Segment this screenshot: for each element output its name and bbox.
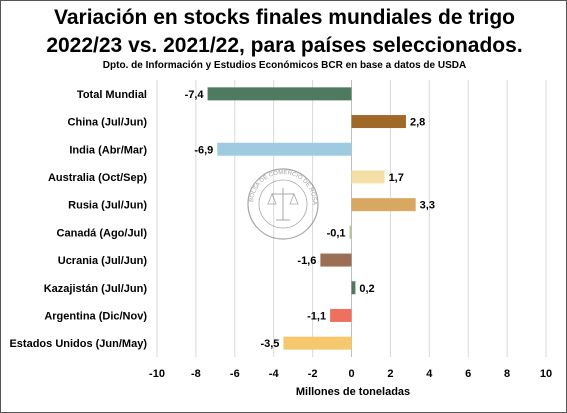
- category-label: Kazajistán (Jul/Jun): [44, 283, 148, 295]
- bcr-seal-logo: BOLSA DE COMERCIO DE ROSARIO: [0, 0, 319, 240]
- category-labels: Total Mundial China (Jul/Jun) India (Abr/M…: [9, 89, 147, 350]
- category-label: Canadá (Ago/Jul): [57, 227, 148, 239]
- category-label: Total Mundial: [77, 89, 147, 101]
- bar: [351, 115, 406, 129]
- data-label: 0,2: [359, 283, 374, 295]
- data-label: -7,4: [185, 89, 205, 101]
- category-label: China (Jul/Jun): [68, 117, 148, 129]
- bar: [351, 198, 416, 212]
- data-label: -3,5: [260, 338, 279, 350]
- data-label: -0,1: [327, 227, 346, 239]
- category-label: Estados Unidos (Jun/May): [9, 338, 147, 350]
- bar: [349, 225, 352, 239]
- data-label: -1,6: [297, 255, 316, 267]
- category-label: India (Abr/Mar): [69, 144, 147, 156]
- bar: [320, 253, 352, 267]
- x-tick-label: 4: [426, 368, 433, 380]
- bar: [351, 170, 385, 184]
- category-label: Argentina (Dic/Nov): [44, 310, 147, 322]
- data-label: 1,7: [389, 172, 404, 184]
- category-label: Rusia (Jul/Jun): [68, 200, 147, 212]
- x-tick-label: -8: [191, 368, 201, 380]
- x-tick-label: -10: [149, 368, 165, 380]
- bar: [207, 87, 352, 101]
- category-label: Australia (Oct/Sep): [48, 172, 147, 184]
- bar: [217, 142, 352, 156]
- bar: [351, 281, 356, 295]
- x-tick-label: -6: [230, 368, 240, 380]
- x-tick-label: -2: [308, 368, 318, 380]
- x-tick-label: 10: [540, 368, 552, 380]
- data-label: 3,3: [420, 200, 435, 212]
- x-tick-label: 0: [348, 368, 354, 380]
- chart-title-line-2: 2022/23 vs. 2021/22, para países selecci…: [46, 34, 523, 57]
- category-label: Ucrania (Jul/Jun): [58, 255, 148, 267]
- x-tick-label: 2: [387, 368, 393, 380]
- x-axis-title: Millones de toneladas: [296, 386, 410, 398]
- bar: [330, 308, 352, 322]
- x-tick-label: -4: [269, 368, 280, 380]
- chart-subtitle: Dpto. de Información y Estudios Económic…: [102, 60, 467, 71]
- data-label: -1,1: [307, 310, 326, 322]
- x-axis-tick-labels: -10 -8 -6 -4 -2 0 2 4 6 8 10: [149, 368, 552, 380]
- chart-title-line-1: Variación en stocks finales mundiales de…: [54, 6, 515, 29]
- x-tick-label: 6: [465, 368, 471, 380]
- bar: [283, 336, 352, 350]
- x-tick-label: 8: [504, 368, 510, 380]
- bars: -7,4 2,8 -6,9 1,7 3,3 -0,1 -1,6 0,2 -1,1 -3,5: [185, 87, 435, 350]
- data-label: 2,8: [410, 117, 425, 129]
- data-label: -6,9: [194, 144, 213, 156]
